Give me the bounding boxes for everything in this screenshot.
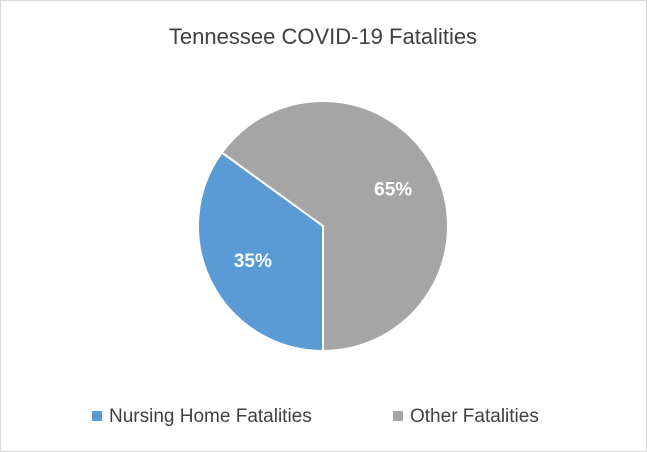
pie-slice bbox=[197, 151, 324, 353]
pie-slice bbox=[220, 100, 449, 353]
data-label: 65% bbox=[374, 179, 412, 200]
legend-swatch bbox=[92, 411, 102, 421]
legend-swatch bbox=[393, 411, 403, 421]
legend-label: Nursing Home Fatalities bbox=[109, 406, 312, 427]
data-label: 35% bbox=[234, 251, 272, 272]
legend-label: Other Fatalities bbox=[410, 406, 539, 427]
chart-title: Tennessee COVID-19 Fatalities bbox=[169, 24, 477, 49]
